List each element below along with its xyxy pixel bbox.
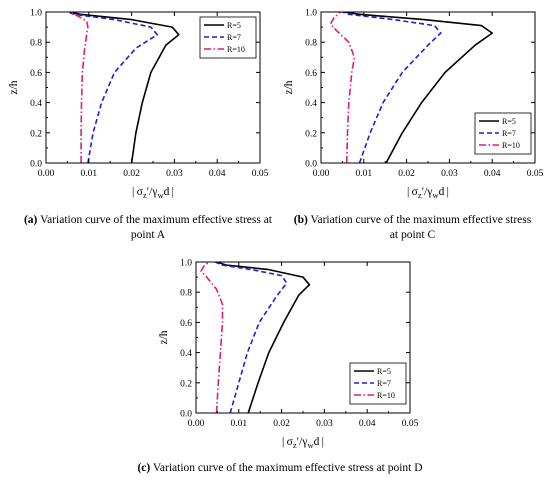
- caption-a-text: Variation curve of the maximum effective…: [40, 214, 273, 241]
- x-tick-label: 0.03: [316, 419, 333, 429]
- series-line-1: [216, 262, 311, 413]
- x-tick-label: 0.02: [123, 169, 140, 179]
- series-line-3: [69, 12, 89, 163]
- legend: R=5 R=7 R=10: [474, 112, 532, 155]
- legend-box: [349, 362, 407, 405]
- x-tick-label: 0.05: [252, 169, 269, 179]
- legend-label-3: R=10: [377, 391, 395, 400]
- series-line-1: [344, 12, 493, 163]
- panel-a: 0.00 0.01 0.02 0.03 0.04 0.05 0.0 0.2 0.4 0.6 0.8 1…: [0, 0, 275, 210]
- series-line-3: [200, 262, 224, 413]
- series-line-3: [329, 12, 356, 163]
- y-axis-label: z/h: [158, 330, 170, 344]
- y-tick-label: 0.6: [305, 69, 317, 79]
- x-tick-label: 0.04: [484, 169, 501, 179]
- plot-series: [200, 262, 311, 413]
- plot-series: [329, 12, 493, 163]
- x-tick-label: 0.04: [209, 169, 226, 179]
- legend-label-1: R=5: [377, 367, 391, 376]
- y-tick-label: 0.4: [305, 99, 317, 109]
- y-tick-label: 0.2: [305, 129, 317, 139]
- legend-label-2: R=7: [502, 129, 516, 138]
- legend-label-1: R=5: [502, 117, 516, 126]
- y-tick-label: 0.6: [180, 319, 192, 329]
- legend-label-3: R=10: [227, 45, 245, 54]
- y-tick-label: 0.4: [180, 349, 192, 359]
- chart-c: 0.00 0.01 0.02 0.03 0.04 0.05 0.0 0.2 0.4 0.6 0.8 1…: [283, 9, 544, 201]
- panel-d: 0.00 0.01 0.02 0.03 0.04 0.05 0.0 0.2 0.4 0.6 0.8 1…: [150, 250, 425, 460]
- legend-label-2: R=7: [377, 379, 391, 388]
- y-tick-label: 0.0: [180, 410, 192, 420]
- caption-c: (b) Variation curve of the maximum effec…: [290, 213, 535, 243]
- x-tick-label: 0.01: [355, 169, 372, 179]
- y-tick-label: 1.0: [305, 9, 317, 19]
- caption-a-tag: (a): [23, 214, 38, 226]
- legend-box: [199, 16, 257, 59]
- y-tick-label: 0.8: [30, 39, 42, 49]
- y-tick-label: 0.2: [30, 129, 42, 139]
- legend: R=5 R=7 R=10: [199, 16, 257, 59]
- y-tick-label: 0.0: [30, 160, 42, 170]
- x-tick-label: 0.05: [527, 169, 544, 179]
- y-tick-label: 0.8: [305, 39, 317, 49]
- caption-a: (a) Variation curve of the maximum effec…: [18, 213, 278, 243]
- y-tick-label: 0.2: [180, 379, 192, 389]
- x-tick-label: 0.01: [230, 419, 247, 429]
- panel-c: 0.00 0.01 0.02 0.03 0.04 0.05 0.0 0.2 0.4 0.6 0.8 1…: [275, 0, 550, 210]
- caption-d: (c) Variation curve of the maximum effec…: [40, 461, 520, 476]
- legend-label-1: R=5: [227, 21, 241, 30]
- x-tick-label: 0.03: [166, 169, 183, 179]
- y-axis-label: z/h: [8, 80, 20, 94]
- series-line-2: [67, 12, 159, 163]
- x-tick-label: 0.04: [359, 419, 376, 429]
- y-tick-label: 0.0: [305, 160, 317, 170]
- x-tick-label: 0.01: [80, 169, 97, 179]
- y-tick-label: 1.0: [30, 9, 42, 19]
- x-tick-label: 0.02: [398, 169, 415, 179]
- y-tick-label: 0.4: [30, 99, 42, 109]
- x-tick-label: 0.02: [273, 419, 290, 429]
- y-tick-label: 0.6: [30, 69, 42, 79]
- legend-box: [474, 112, 532, 155]
- caption-c-tag: (b): [293, 214, 308, 226]
- x-tick-label: 0.00: [313, 169, 330, 179]
- legend: R=5 R=7 R=10: [349, 362, 407, 405]
- y-tick-label: 0.8: [180, 289, 192, 299]
- series-line-2: [342, 12, 442, 163]
- x-axis-label: | σz′/γwd |: [282, 436, 324, 450]
- chart-a: 0.00 0.01 0.02 0.03 0.04 0.05 0.0 0.2 0.4 0.6 0.8 1…: [8, 9, 269, 201]
- chart-d: 0.00 0.01 0.02 0.03 0.04 0.05 0.0 0.2 0.4 0.6 0.8 1…: [158, 259, 419, 451]
- series-line-1: [69, 12, 180, 163]
- caption-c-text: Variation curve of the maximum effective…: [310, 214, 532, 241]
- caption-d-tag: (c): [137, 462, 151, 474]
- x-axis-label: | σz′/γwd |: [132, 186, 174, 200]
- x-tick-label: 0.05: [402, 419, 419, 429]
- caption-d-text: Variation curve of the maximum effective…: [152, 462, 423, 474]
- x-tick-label: 0.03: [441, 169, 458, 179]
- x-tick-label: 0.00: [38, 169, 55, 179]
- legend-label-3: R=10: [502, 141, 520, 150]
- y-axis-label: z/h: [283, 80, 295, 94]
- x-tick-label: 0.00: [188, 419, 205, 429]
- plot-series: [67, 12, 180, 163]
- x-axis-label: | σz′/γwd |: [407, 186, 449, 200]
- y-tick-label: 1.0: [180, 259, 192, 269]
- legend-label-2: R=7: [227, 33, 241, 42]
